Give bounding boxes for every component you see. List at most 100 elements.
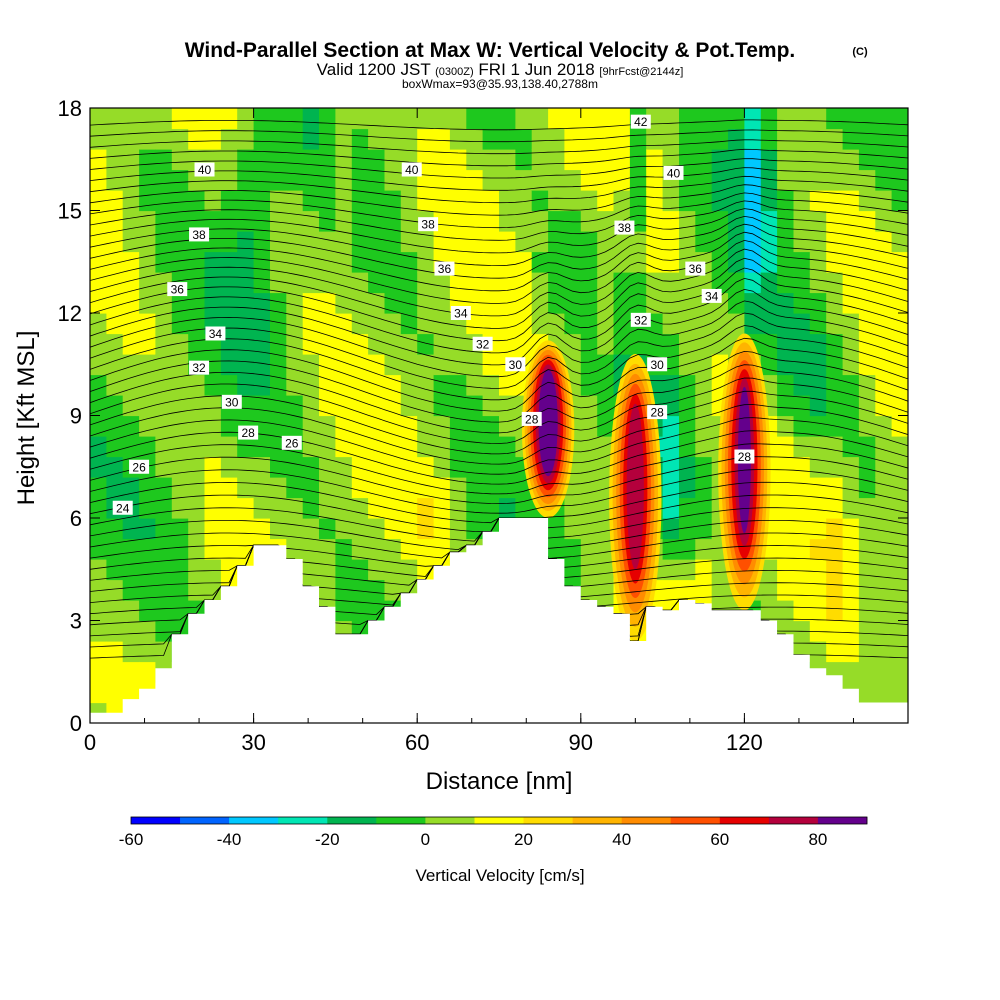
velocity-cell: [858, 292, 876, 314]
isentrope-label-box: [238, 425, 259, 440]
velocity-cell: [711, 559, 729, 581]
velocity-cell: [368, 313, 386, 335]
isentrope-label-box: [734, 449, 755, 464]
velocity-cell: [564, 169, 582, 191]
velocity-cell: [122, 579, 140, 601]
velocity-cell: [188, 108, 206, 130]
velocity-cell: [188, 559, 206, 581]
velocity-cell: [384, 210, 402, 232]
velocity-cell: [646, 272, 664, 294]
velocity-cell: [139, 210, 157, 232]
velocity-cell: [695, 559, 713, 581]
velocity-cell: [270, 415, 287, 437]
colorbar: -60 -40 -20 0 20 40 60 80: [119, 816, 868, 849]
velocity-cell: [842, 538, 860, 560]
velocity-cell: [286, 313, 304, 335]
velocity-cell: [531, 272, 549, 294]
velocity-cell: [515, 149, 533, 171]
velocity-cell: [433, 169, 451, 191]
velocity-cell: [679, 354, 696, 376]
isentrope-label-box: [614, 220, 635, 235]
velocity-cell: [270, 251, 287, 273]
velocity-cell: [809, 477, 827, 499]
isentrope-label-text: 32: [192, 361, 206, 375]
velocity-cell: [858, 149, 876, 171]
velocity-cell: [875, 559, 893, 581]
velocity-cell: [368, 415, 386, 437]
velocity-cell: [826, 579, 844, 601]
velocity-cell: [499, 251, 516, 273]
velocity-cell: [858, 661, 876, 683]
velocity-cell: [809, 292, 827, 314]
velocity-cell: [760, 292, 778, 314]
velocity-cell: [580, 190, 598, 212]
velocity-cell: [253, 292, 271, 314]
velocity-cell: [875, 456, 893, 478]
velocity-cell: [499, 436, 516, 458]
velocity-cell: [809, 374, 827, 396]
velocity-cell: [711, 354, 729, 376]
velocity-cell: [548, 149, 566, 171]
velocity-cell: [368, 272, 386, 294]
velocity-cell: [793, 600, 811, 622]
velocity-cell: [777, 395, 795, 417]
colorbar-swatch: [229, 817, 279, 824]
velocity-cell: [891, 354, 908, 376]
x-tick-label: 120: [726, 730, 763, 755]
y-tick-label: 9: [70, 404, 82, 429]
colorbar-tick-label: -60: [119, 830, 144, 849]
velocity-cell: [106, 108, 124, 130]
velocity-cell: [597, 395, 615, 417]
velocity-cell: [90, 231, 107, 253]
velocity-cell: [188, 292, 206, 314]
velocity-cell: [597, 272, 615, 294]
velocity-cell: [809, 415, 827, 437]
velocity-cell: [319, 497, 336, 519]
velocity-cell: [188, 333, 206, 355]
velocity-cell: [809, 559, 827, 581]
velocity-cell: [842, 436, 860, 458]
velocity-cell: [777, 313, 795, 335]
velocity-cell: [679, 415, 696, 437]
colorbar-tick-label: 60: [710, 830, 729, 849]
velocity-cell: [417, 436, 435, 458]
velocity-cell: [319, 538, 336, 560]
isentrope-line: [90, 267, 908, 342]
velocity-cell: [875, 600, 893, 622]
velocity-cell: [90, 620, 107, 642]
velocity-cell: [793, 108, 811, 130]
velocity-cell: [286, 395, 304, 417]
isentrope-line: [90, 239, 908, 304]
velocity-cell: [122, 272, 140, 294]
isentrope-line: [90, 337, 908, 412]
velocity-cell: [433, 272, 451, 294]
velocity-cell: [662, 579, 680, 601]
velocity-cell: [760, 128, 778, 150]
velocity-cell: [695, 456, 713, 478]
velocity-cell: [777, 251, 795, 273]
isentrope-line: [90, 377, 908, 444]
velocity-cell: [499, 313, 516, 335]
velocity-cell: [826, 169, 844, 191]
velocity-cell: [564, 313, 582, 335]
velocity-cell: [417, 333, 435, 355]
velocity-cell: [220, 210, 238, 232]
velocity-cell: [351, 374, 369, 396]
isentrope-label-text: 38: [618, 221, 632, 235]
velocity-cell: [679, 292, 696, 314]
velocity-cell: [106, 559, 124, 581]
velocity-cell: [711, 149, 729, 171]
velocity-cell: [253, 477, 271, 499]
velocity-cell: [106, 251, 124, 273]
velocity-cell: [351, 272, 369, 294]
y-tick-label: 12: [58, 301, 82, 326]
velocity-cell: [122, 641, 140, 663]
isentrope-label: 40: [663, 165, 684, 180]
velocity-cell: [106, 169, 124, 191]
velocity-cell: [319, 251, 336, 273]
velocity-cell: [188, 456, 206, 478]
isentrope-line: [90, 300, 908, 378]
velocity-cell: [417, 538, 435, 560]
velocity-cell: [842, 415, 860, 437]
